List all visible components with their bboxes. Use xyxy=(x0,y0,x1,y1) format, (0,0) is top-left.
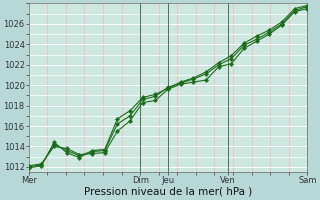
X-axis label: Pression niveau de la mer( hPa ): Pression niveau de la mer( hPa ) xyxy=(84,187,252,197)
